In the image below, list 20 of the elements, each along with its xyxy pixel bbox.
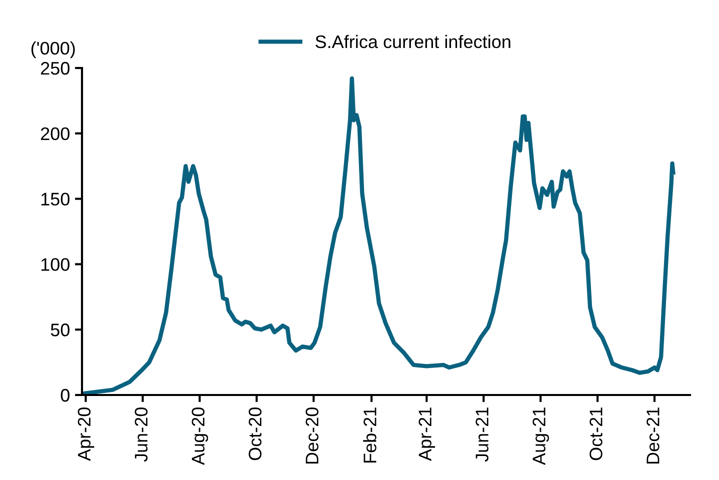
x-tick-label: Dec-20 — [306, 408, 318, 464]
y-axis-title: ('000) — [31, 41, 75, 58]
x-tick-label: Apr-20 — [78, 408, 94, 461]
line-series — [82, 76, 676, 395]
y-tick-label: 50 — [50, 324, 70, 336]
y-tick-label: 250 — [40, 62, 70, 75]
y-tick-label: 0 — [60, 388, 70, 402]
x-tick-label: Dec-21 — [646, 408, 660, 464]
y-tick-label: 200 — [40, 127, 70, 140]
x-tick-label: Apr-21 — [418, 408, 436, 461]
y-tick-label: 150 — [41, 192, 70, 206]
legend-label: S.Africa current infection — [316, 34, 510, 48]
x-tick-label: Aug-21 — [532, 408, 549, 465]
x-tick-label: Oct-20 — [248, 408, 262, 460]
x-tick-label: Jun-21 — [476, 408, 488, 462]
x-tick-label: Feb-21 — [363, 408, 376, 463]
x-tick-label: Jun-20 — [134, 408, 148, 462]
x-tick-label: Oct-21 — [590, 408, 602, 460]
y-tick-label: 100 — [41, 258, 70, 271]
x-tick-label: Aug-20 — [192, 408, 208, 465]
